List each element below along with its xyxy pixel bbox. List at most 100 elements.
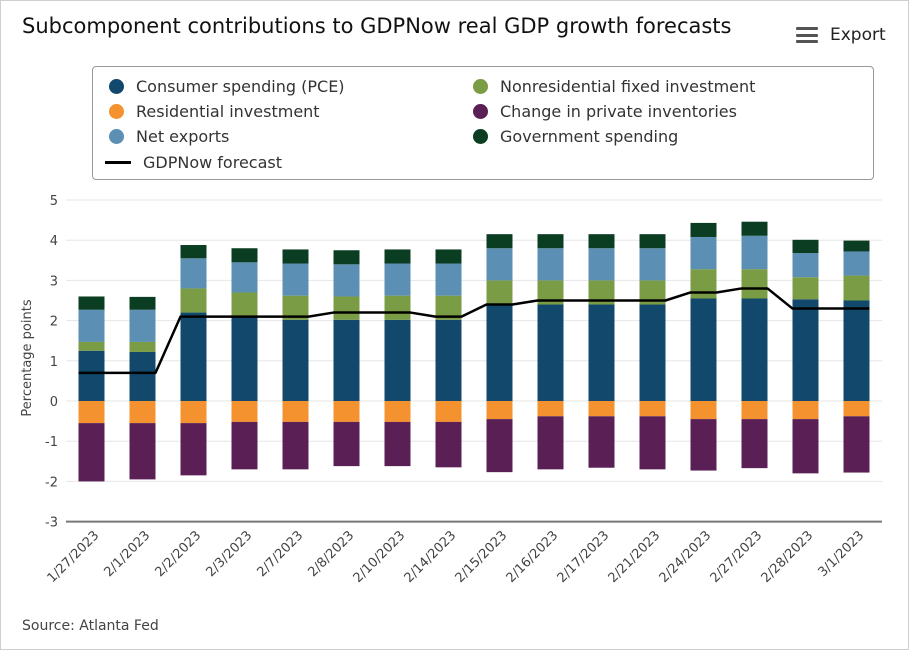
bar-net-exports[interactable] <box>129 309 156 342</box>
export-button[interactable]: Export <box>796 22 886 48</box>
legend-item-private-inventories[interactable]: Change in private inventories <box>473 102 737 121</box>
bar-net-exports[interactable] <box>843 251 870 276</box>
bar-net-exports[interactable] <box>231 262 258 293</box>
bar-government-spending[interactable] <box>486 234 513 249</box>
bar-residential-investment[interactable] <box>690 401 717 420</box>
bar-consumer-spending-pce[interactable] <box>231 316 258 401</box>
bar-change-in-private-inventories[interactable] <box>282 421 309 470</box>
bar-change-in-private-inventories[interactable] <box>129 423 156 480</box>
bar-consumer-spending-pce[interactable] <box>588 304 615 401</box>
bar-nonresidential-fixed-investment[interactable] <box>384 295 411 320</box>
bar-residential-investment[interactable] <box>486 401 513 420</box>
legend-item-government-spending[interactable]: Government spending <box>473 127 678 146</box>
bar-residential-investment[interactable] <box>333 401 360 422</box>
bar-change-in-private-inventories[interactable] <box>435 421 462 468</box>
bar-net-exports[interactable] <box>792 253 819 278</box>
bar-residential-investment[interactable] <box>231 401 258 422</box>
bar-government-spending[interactable] <box>333 250 360 265</box>
bar-government-spending[interactable] <box>78 296 105 310</box>
legend-item-gdpnow-forecast[interactable]: GDPNow forecast <box>105 153 282 172</box>
bar-net-exports[interactable] <box>588 248 615 281</box>
bar-government-spending[interactable] <box>180 245 207 259</box>
bar-government-spending[interactable] <box>588 234 615 249</box>
bar-consumer-spending-pce[interactable] <box>486 304 513 401</box>
bar-consumer-spending-pce[interactable] <box>435 319 462 401</box>
bar-government-spending[interactable] <box>231 248 258 263</box>
gdpnow-forecast-line[interactable] <box>78 287 870 375</box>
bar-government-spending[interactable] <box>741 221 768 236</box>
legend-item-residential-investment[interactable]: Residential investment <box>109 102 320 121</box>
bar-nonresidential-fixed-investment[interactable] <box>129 341 156 352</box>
bar-residential-investment[interactable] <box>792 401 819 420</box>
bar-change-in-private-inventories[interactable] <box>537 416 564 470</box>
bar-net-exports[interactable] <box>639 248 666 281</box>
bar-consumer-spending-pce[interactable] <box>639 304 666 401</box>
bar-nonresidential-fixed-investment[interactable] <box>690 269 717 299</box>
bar-residential-investment[interactable] <box>384 401 411 422</box>
bar-government-spending[interactable] <box>537 234 564 249</box>
bar-residential-investment[interactable] <box>129 401 156 424</box>
bar-nonresidential-fixed-investment[interactable] <box>741 269 768 299</box>
bar-change-in-private-inventories[interactable] <box>384 421 411 467</box>
bar-consumer-spending-pce[interactable] <box>282 319 309 401</box>
bar-government-spending[interactable] <box>639 234 666 249</box>
legend-item-consumer-spending[interactable]: Consumer spending (PCE) <box>109 77 345 96</box>
bar-change-in-private-inventories[interactable] <box>588 416 615 468</box>
bar-government-spending[interactable] <box>690 222 717 237</box>
bar-consumer-spending-pce[interactable] <box>384 319 411 401</box>
bar-consumer-spending-pce[interactable] <box>741 298 768 401</box>
bar-net-exports[interactable] <box>435 263 462 296</box>
bar-change-in-private-inventories[interactable] <box>639 416 666 470</box>
bar-net-exports[interactable] <box>741 235 768 270</box>
bar-government-spending[interactable] <box>792 239 819 254</box>
bar-consumer-spending-pce[interactable] <box>690 298 717 401</box>
bar-residential-investment[interactable] <box>180 401 207 424</box>
bar-net-exports[interactable] <box>333 264 360 297</box>
bar-nonresidential-fixed-investment[interactable] <box>792 277 819 300</box>
bar-nonresidential-fixed-investment[interactable] <box>180 288 207 313</box>
bar-nonresidential-fixed-investment[interactable] <box>333 296 360 320</box>
bar-change-in-private-inventories[interactable] <box>333 421 360 467</box>
bar-government-spending[interactable] <box>282 249 309 264</box>
bar-change-in-private-inventories[interactable] <box>78 423 105 482</box>
bar-residential-investment[interactable] <box>588 401 615 417</box>
bar-net-exports[interactable] <box>384 263 411 296</box>
bar-net-exports[interactable] <box>180 258 207 289</box>
bar-residential-investment[interactable] <box>843 401 870 417</box>
bar-government-spending[interactable] <box>843 240 870 252</box>
bar-net-exports[interactable] <box>690 236 717 270</box>
bar-residential-investment[interactable] <box>741 401 768 420</box>
bar-residential-investment[interactable] <box>639 401 666 417</box>
bar-net-exports[interactable] <box>282 263 309 296</box>
bar-residential-investment[interactable] <box>78 401 105 424</box>
legend-item-net-exports[interactable]: Net exports <box>109 127 229 146</box>
bar-nonresidential-fixed-investment[interactable] <box>231 292 258 317</box>
bar-net-exports[interactable] <box>537 248 564 281</box>
bar-change-in-private-inventories[interactable] <box>180 423 207 476</box>
bar-residential-investment[interactable] <box>282 401 309 422</box>
bar-change-in-private-inventories[interactable] <box>486 419 513 473</box>
bar-residential-investment[interactable] <box>537 401 564 417</box>
bar-change-in-private-inventories[interactable] <box>843 416 870 473</box>
bar-consumer-spending-pce[interactable] <box>333 319 360 401</box>
bar-consumer-spending-pce[interactable] <box>180 312 207 401</box>
bar-change-in-private-inventories[interactable] <box>792 419 819 474</box>
bar-government-spending[interactable] <box>384 249 411 264</box>
bar-nonresidential-fixed-investment[interactable] <box>78 341 105 351</box>
bar-net-exports[interactable] <box>78 309 105 342</box>
bar-government-spending[interactable] <box>435 249 462 264</box>
bar-net-exports[interactable] <box>486 248 513 281</box>
bar-government-spending[interactable] <box>129 296 156 310</box>
bar-change-in-private-inventories[interactable] <box>231 421 258 470</box>
bar-change-in-private-inventories[interactable] <box>741 419 768 469</box>
bar-consumer-spending-pce[interactable] <box>78 350 105 401</box>
bar-consumer-spending-pce[interactable] <box>792 299 819 401</box>
bar-change-in-private-inventories[interactable] <box>690 419 717 471</box>
bar-residential-investment[interactable] <box>435 401 462 422</box>
bar-consumer-spending-pce[interactable] <box>537 304 564 401</box>
bar-nonresidential-fixed-investment[interactable] <box>843 275 870 301</box>
bar-consumer-spending-pce[interactable] <box>129 351 156 401</box>
bar-consumer-spending-pce[interactable] <box>843 300 870 402</box>
legend-item-nonresidential-investment[interactable]: Nonresidential fixed investment <box>473 77 755 96</box>
bar-nonresidential-fixed-investment[interactable] <box>486 280 513 305</box>
